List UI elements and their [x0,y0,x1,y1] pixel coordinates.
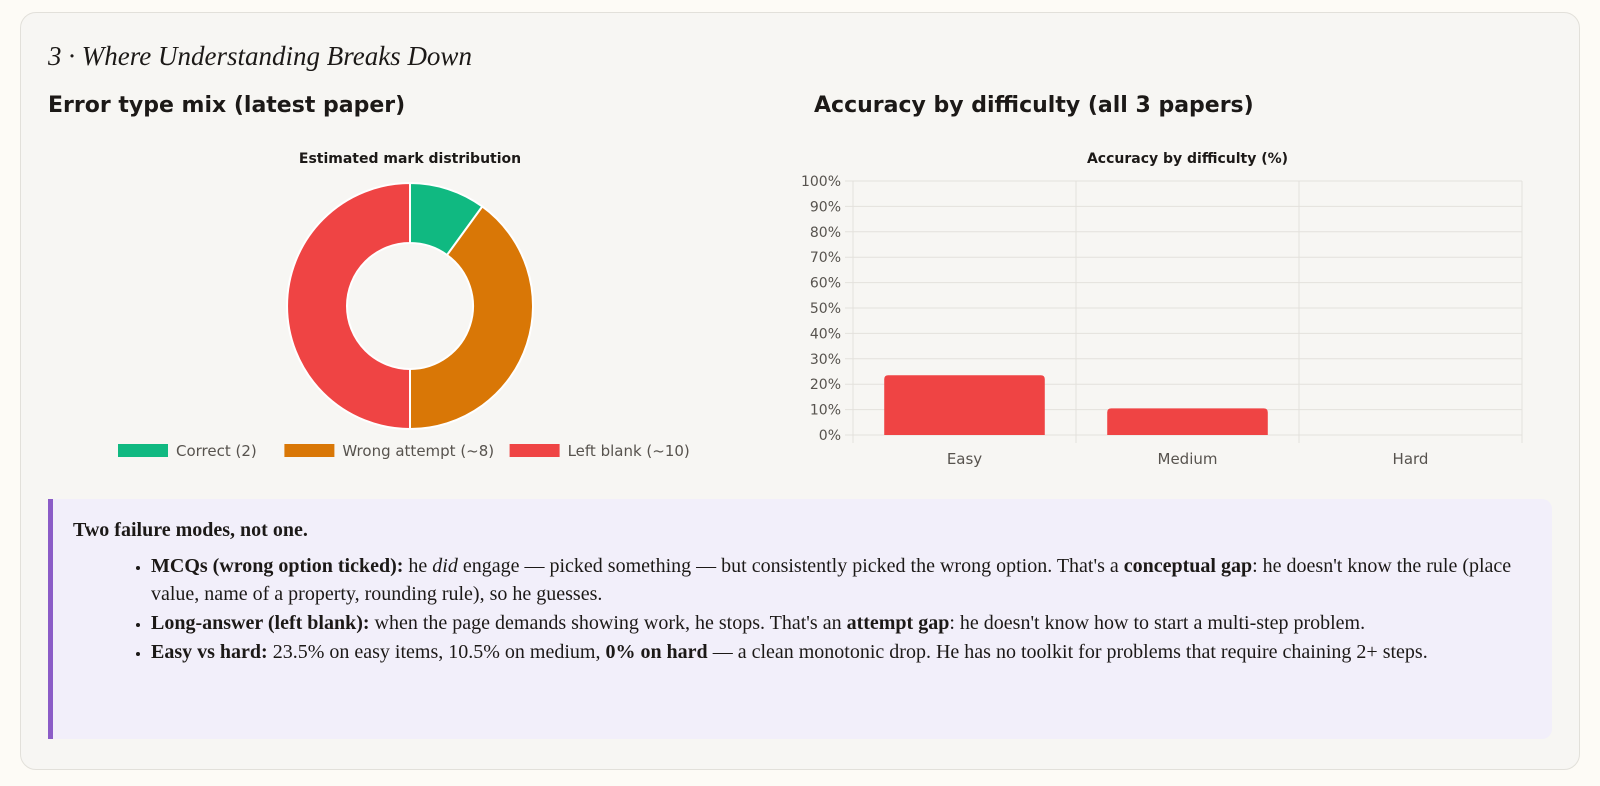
y-tick-label: 100% [801,174,841,190]
callout-strong: conceptual gap [1123,555,1253,577]
error-mix-panel-title: Error type mix (latest paper) [48,93,406,118]
donut-slice [409,205,534,431]
y-tick-label: 0% [819,428,841,444]
y-tick-label: 30% [810,352,841,368]
bar-chart-title: Accuracy by difficulty (%) [1087,151,1288,167]
section-title: 3 · Where Understanding Breaks Down [48,41,472,71]
callout-item-lead: Easy vs hard: [151,641,268,663]
callout-item-easy-vs-hard: Easy vs hard: 23.5% on easy items, 10.5%… [151,638,1532,666]
callout-heading: Two failure modes, not one. [73,519,308,541]
y-tick-label: 20% [810,377,841,393]
bar-medium [1107,408,1268,435]
legend-swatch [118,444,168,457]
x-tick-label: Easy [947,450,982,468]
y-tick-label: 90% [810,199,841,215]
callout-text: engage — picked something — but consiste… [457,555,1124,577]
x-tick-label: Medium [1158,450,1218,468]
y-tick-label: 50% [810,301,841,317]
callout-text: — a clean monotonic drop. He has no tool… [707,641,1428,663]
callout-item-lead: Long-answer (left blank): [151,612,370,634]
section-card: 3 · Where Understanding Breaks Down Erro… [20,12,1580,770]
callout-text: he [403,555,433,577]
legend-swatch [284,444,335,457]
callout-text: 23.5% on easy items, 10.5% on medium, [267,641,606,663]
legend-label: Wrong attempt (~8) [342,442,494,460]
donut-slice [286,181,411,431]
callout-strong: attempt gap [846,612,950,634]
insight-callout: Two failure modes, not one. MCQs (wrong … [48,499,1552,739]
callout-text: when the page demands showing work, he s… [369,612,847,634]
accuracy-panel-title: Accuracy by difficulty (all 3 papers) [814,93,1254,118]
y-tick-label: 60% [810,276,841,292]
bar-easy [884,375,1045,435]
y-tick-label: 80% [810,225,841,241]
legend-swatch [509,444,560,457]
callout-emphasis: did [432,555,458,577]
callout-list: MCQs (wrong option ticked): he did engag… [73,552,1532,666]
callout-text: : he doesn't know the rule (place value,… [151,555,1512,605]
y-tick-label: 40% [810,326,841,342]
legend-label: Left blank (~10) [568,442,690,460]
donut-title: Estimated mark distribution [299,151,521,167]
callout-item-mcq: MCQs (wrong option ticked): he did engag… [151,552,1532,608]
callout-text: : he doesn't know how to start a multi-s… [949,612,1366,634]
callout-strong: 0% on hard [605,641,708,663]
x-tick-label: Hard [1393,450,1429,468]
accuracy-bar-chart: Accuracy by difficulty (%) 0% 10% 20% 30% 40%… [801,151,1523,468]
error-mix-donut-chart: Estimated mark distribution Correct (2) Wr… [118,151,690,460]
callout-item-lead: MCQs (wrong option ticked): [151,555,404,577]
legend-label: Correct (2) [176,442,257,460]
y-tick-label: 70% [810,250,841,266]
y-tick-label: 10% [810,403,841,419]
callout-item-long-answer: Long-answer (left blank): when the page … [151,609,1532,637]
